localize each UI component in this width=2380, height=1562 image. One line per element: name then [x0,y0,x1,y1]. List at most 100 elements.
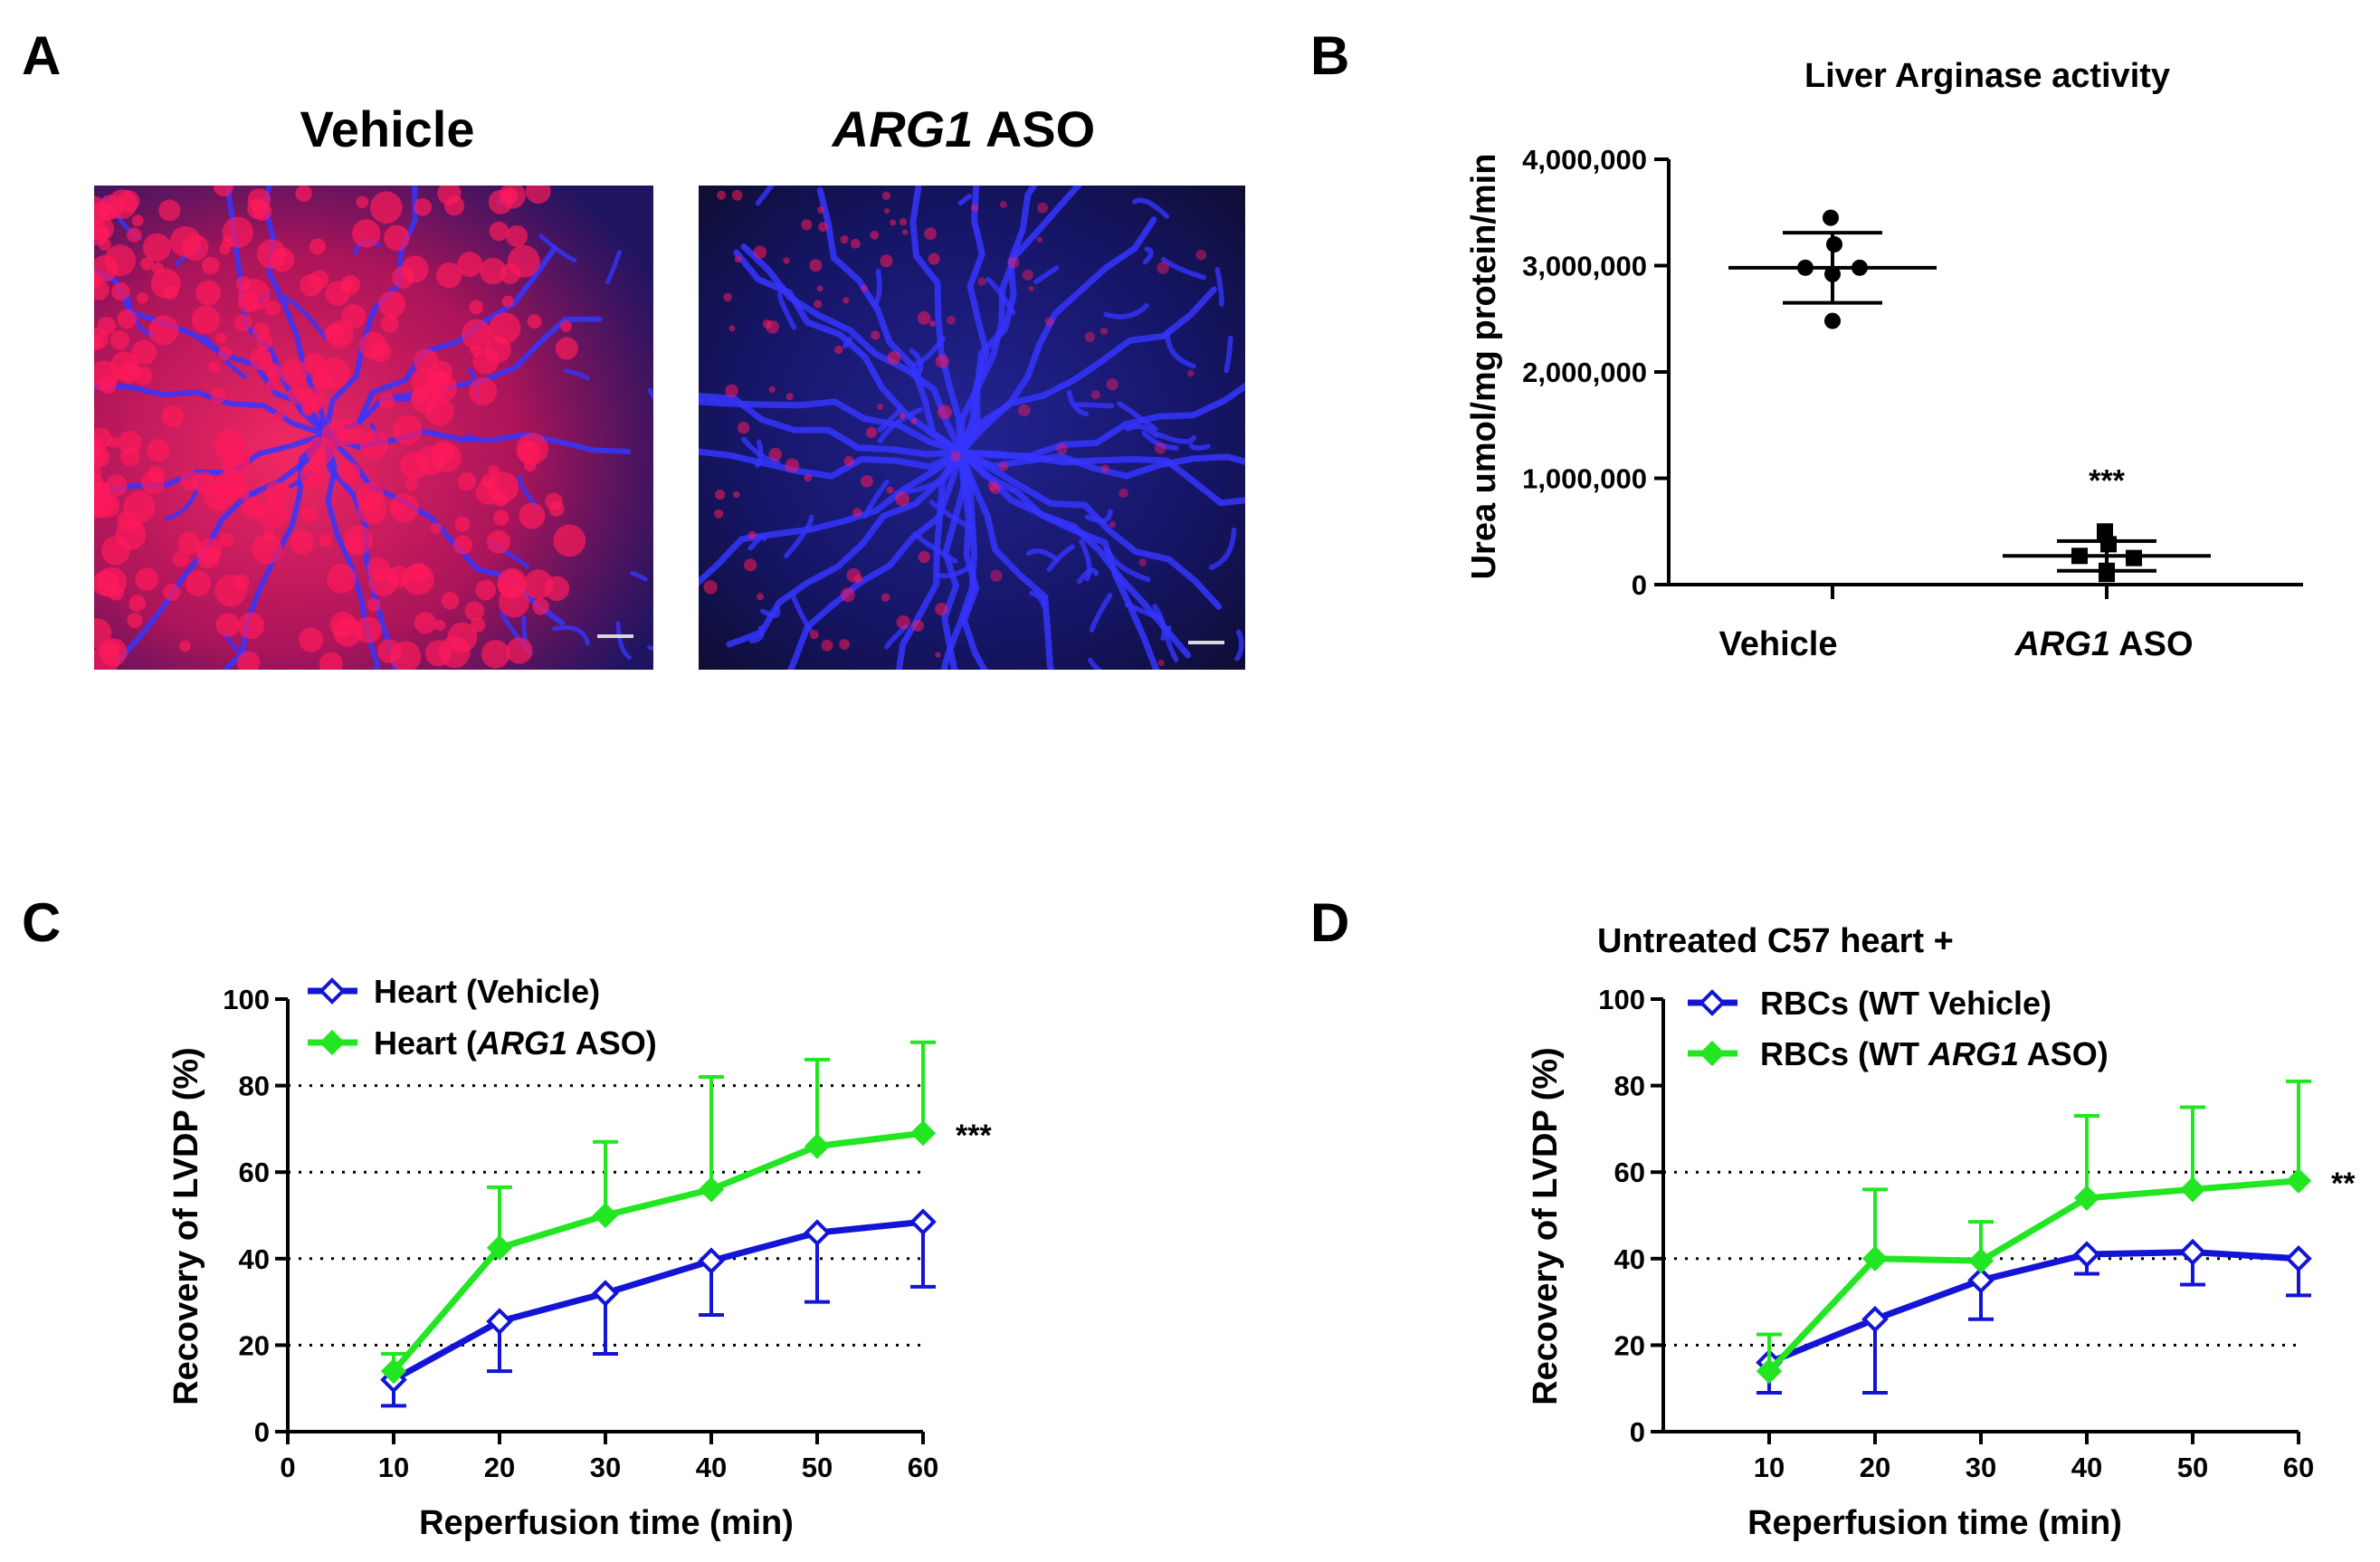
stain-blob [191,305,221,335]
stain-blob [147,439,170,462]
x-tick-label: 0 [280,1452,295,1483]
legend-label-heart-aso: Heart (ARG1 ASO) [374,1024,657,1062]
stain-blob [950,451,961,462]
stain-blob [1100,327,1109,336]
vessel [538,233,577,263]
data-point [1967,1248,1994,1274]
stain-blob [840,235,849,244]
y-tick-label: 0 [254,1416,270,1448]
vessel [877,406,923,444]
vessel [912,336,946,367]
stain-blob [213,186,233,197]
stain-blob [94,427,112,449]
vessel [1223,336,1233,374]
stain-blob [333,617,363,647]
legend-label-rbc-vehicle: RBCs (WT Vehicle) [1760,985,2052,1022]
stain-blob [895,491,909,507]
data-point [2097,523,2113,540]
stain-blob [989,483,1001,495]
vessel [816,186,965,456]
stain-blob [195,280,222,306]
stain-blob [501,295,514,308]
stain-blob [737,421,750,434]
stain-blob [987,481,998,491]
vessel [957,286,1217,456]
chart-c-plot: 0 20 40 60 80 100 0 10 20 30 40 50 60 [223,984,938,1483]
stain-blob [392,266,414,289]
vessel [244,490,259,501]
stain-blob [238,279,271,311]
stain-blob [117,510,137,530]
vessel [985,277,1016,315]
stain-blob [804,473,813,482]
vessel [1079,538,1092,582]
vessel [1046,544,1075,572]
vessel [777,290,797,330]
stain-blob [464,601,485,622]
stain-blob [109,329,130,350]
vessel [957,449,1223,610]
data-point [592,1280,619,1307]
stain-blob [173,550,190,567]
stain-blob [935,652,941,658]
stain-blob [111,281,130,301]
stain-blob [1037,202,1049,214]
data-point [2073,1241,2100,1268]
y-tick-label: 3,000,000 [1522,251,1647,282]
stain-blob [1007,256,1020,269]
stain-blob [148,465,165,483]
y-tick-label: 80 [239,1071,270,1102]
stain-blob [871,330,881,340]
vessel [957,449,1160,670]
vessel [323,432,381,670]
stain-blob [179,640,191,652]
stain-blob [352,219,381,248]
stain-blob [299,627,324,652]
vessel [323,316,603,437]
stain-blob [210,387,226,404]
stain-blob [118,431,142,455]
stain-blob [461,319,492,350]
stain-blob [1157,659,1165,667]
stain-blob [1155,443,1166,454]
stain-blob [821,639,833,652]
stain-blob [762,319,772,329]
stain-blob [899,218,908,226]
data-point [486,1234,513,1261]
stain-blob [96,494,120,518]
stain-blob [214,429,246,462]
stain-blob [392,414,423,445]
stain-blob [94,445,106,468]
stain-blob [480,258,507,285]
vessel [957,186,1083,456]
stain-blob [935,603,948,616]
vessel [1076,567,1100,585]
stain-blob [137,291,148,304]
chart-d-plot: 0 20 40 60 80 100 10 20 30 40 50 60 [1598,984,2314,1483]
micrograph-vehicle [94,186,653,670]
stain-blob [977,277,986,286]
stain-blob [757,593,764,601]
stain-blob [215,332,227,344]
data-point [380,1357,407,1385]
stain-blob [486,529,510,554]
stain-blob [1018,404,1031,417]
stain-blob [177,532,200,555]
x-tick-label: 10 [378,1452,409,1483]
panel-label-a: A [22,25,61,86]
image-title-vehicle: Vehicle [300,100,474,157]
stain-blob [290,529,314,555]
stain-blob [148,315,179,346]
stain-blob [237,612,265,640]
vessel [699,398,965,456]
stain-blob [391,502,403,514]
y-tick-label: 60 [1614,1157,1645,1188]
stain-blob [264,481,288,505]
stain-blobs-aso [703,189,1207,667]
stain-blob [747,530,757,540]
vessel [1084,509,1113,524]
stain-blob [414,198,432,216]
vessel [912,531,958,564]
stain-blob [441,592,460,610]
vessel [740,243,965,456]
